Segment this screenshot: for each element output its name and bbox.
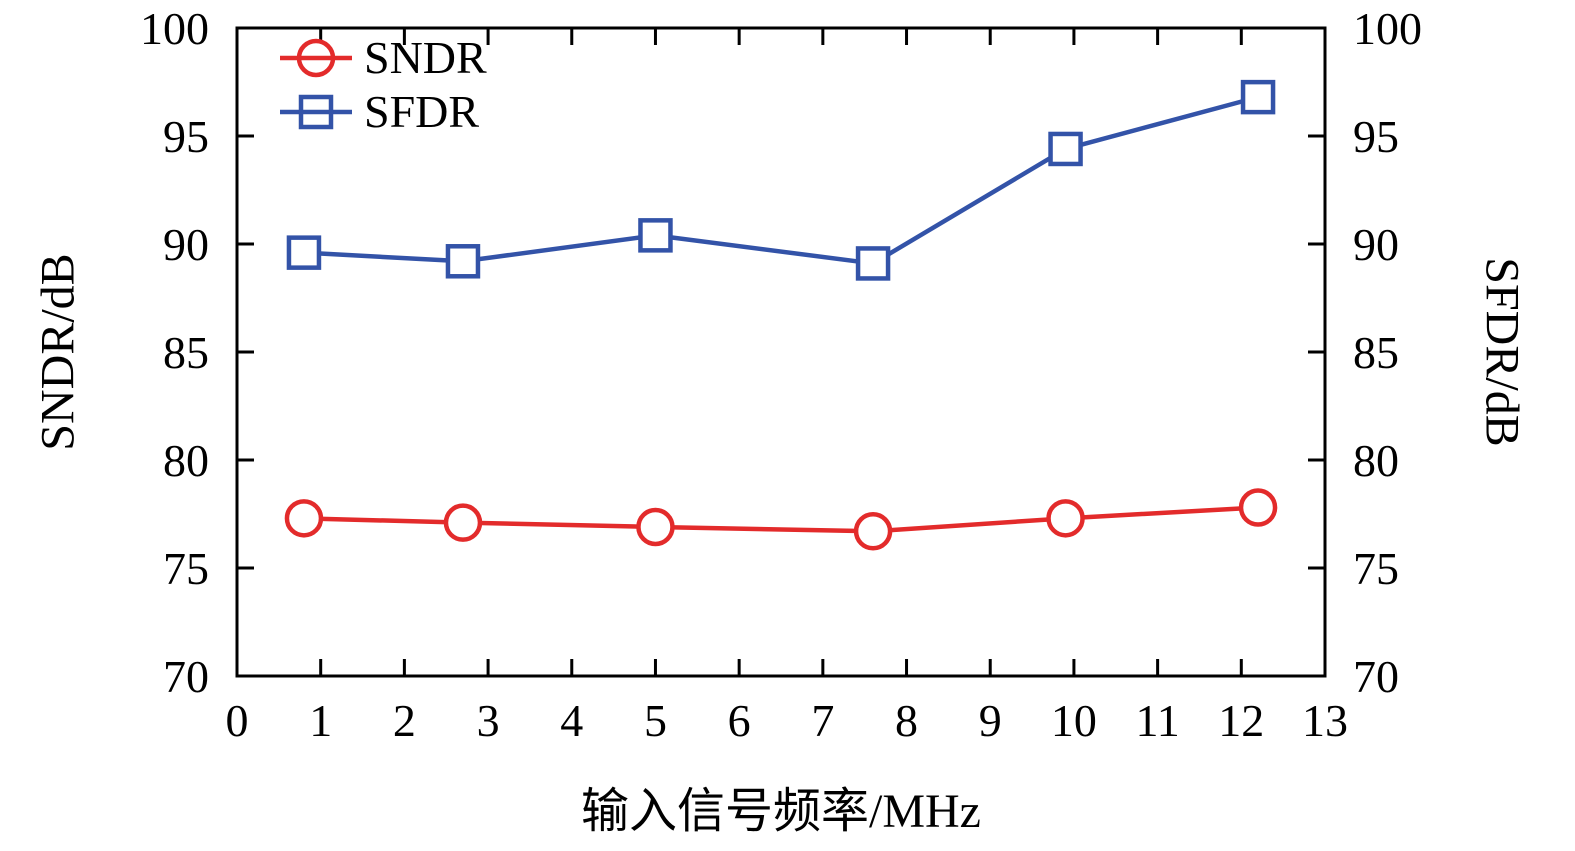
sfdr-square-marker-icon bbox=[280, 94, 352, 130]
y-tick-label-left: 100 bbox=[140, 3, 209, 54]
x-tick-label: 11 bbox=[1135, 695, 1179, 746]
sndr-marker bbox=[1238, 488, 1278, 527]
y-tick-label-right: 80 bbox=[1353, 435, 1399, 486]
sndr-circle-marker-icon bbox=[280, 38, 352, 78]
x-tick-label: 5 bbox=[644, 695, 667, 746]
y-tick-label-left: 70 bbox=[163, 651, 209, 702]
x-tick-label: 2 bbox=[393, 695, 416, 746]
legend-item-sfdr: SFDR bbox=[278, 86, 487, 138]
x-tick-label: 0 bbox=[226, 695, 249, 746]
legend-item-sndr: SNDR bbox=[278, 32, 487, 84]
x-tick-label: 6 bbox=[728, 695, 751, 746]
x-tick-label: 1 bbox=[309, 695, 332, 746]
sfdr-marker bbox=[1048, 131, 1083, 167]
y-axis-title-left: SNDR/dB bbox=[31, 253, 85, 451]
y-tick-label-right: 70 bbox=[1353, 651, 1399, 702]
legend: SNDR SFDR bbox=[278, 32, 487, 138]
sfdr-marker bbox=[445, 244, 481, 279]
y-axis-title-right: SFDR/dB bbox=[1475, 257, 1529, 447]
sndr-marker bbox=[443, 503, 483, 542]
x-tick-label: 9 bbox=[979, 695, 1002, 746]
sndr-marker bbox=[1046, 499, 1085, 538]
x-tick-label: 13 bbox=[1302, 695, 1348, 746]
sndr-marker bbox=[853, 512, 893, 551]
sndr-marker bbox=[636, 507, 675, 547]
x-tick-label: 8 bbox=[895, 695, 918, 746]
y-tick-label-right: 100 bbox=[1353, 3, 1422, 54]
sndr-line bbox=[303, 505, 1259, 534]
y-tick-label-left: 95 bbox=[163, 111, 209, 162]
legend-label-sndr: SNDR bbox=[364, 32, 487, 83]
x-tick-label: 3 bbox=[477, 695, 500, 746]
y-tick-label-right: 75 bbox=[1353, 543, 1399, 594]
x-tick-label: 4 bbox=[560, 695, 583, 746]
x-tick-label: 7 bbox=[811, 695, 834, 746]
x-axis-title: 输入信号频率/MHz bbox=[581, 785, 981, 838]
y-tick-label-right: 95 bbox=[1353, 111, 1399, 162]
sndr-marker bbox=[284, 499, 324, 538]
y-tick-label-left: 75 bbox=[163, 543, 209, 594]
x-tick-label: 12 bbox=[1218, 695, 1264, 746]
y-tick-label-left: 85 bbox=[163, 327, 209, 378]
sfdr-marker bbox=[1240, 79, 1276, 115]
legend-label-sfdr: SFDR bbox=[364, 86, 480, 137]
sfdr-line bbox=[303, 94, 1259, 266]
sfdr-marker bbox=[638, 218, 673, 253]
x-tick-label: 10 bbox=[1051, 695, 1097, 746]
sfdr-marker bbox=[286, 235, 322, 270]
y-tick-label-right: 85 bbox=[1353, 327, 1399, 378]
sfdr-marker bbox=[855, 246, 891, 281]
y-tick-label-left: 90 bbox=[163, 219, 209, 270]
y-tick-label-right: 90 bbox=[1353, 219, 1399, 270]
y-tick-label-left: 80 bbox=[163, 435, 209, 486]
